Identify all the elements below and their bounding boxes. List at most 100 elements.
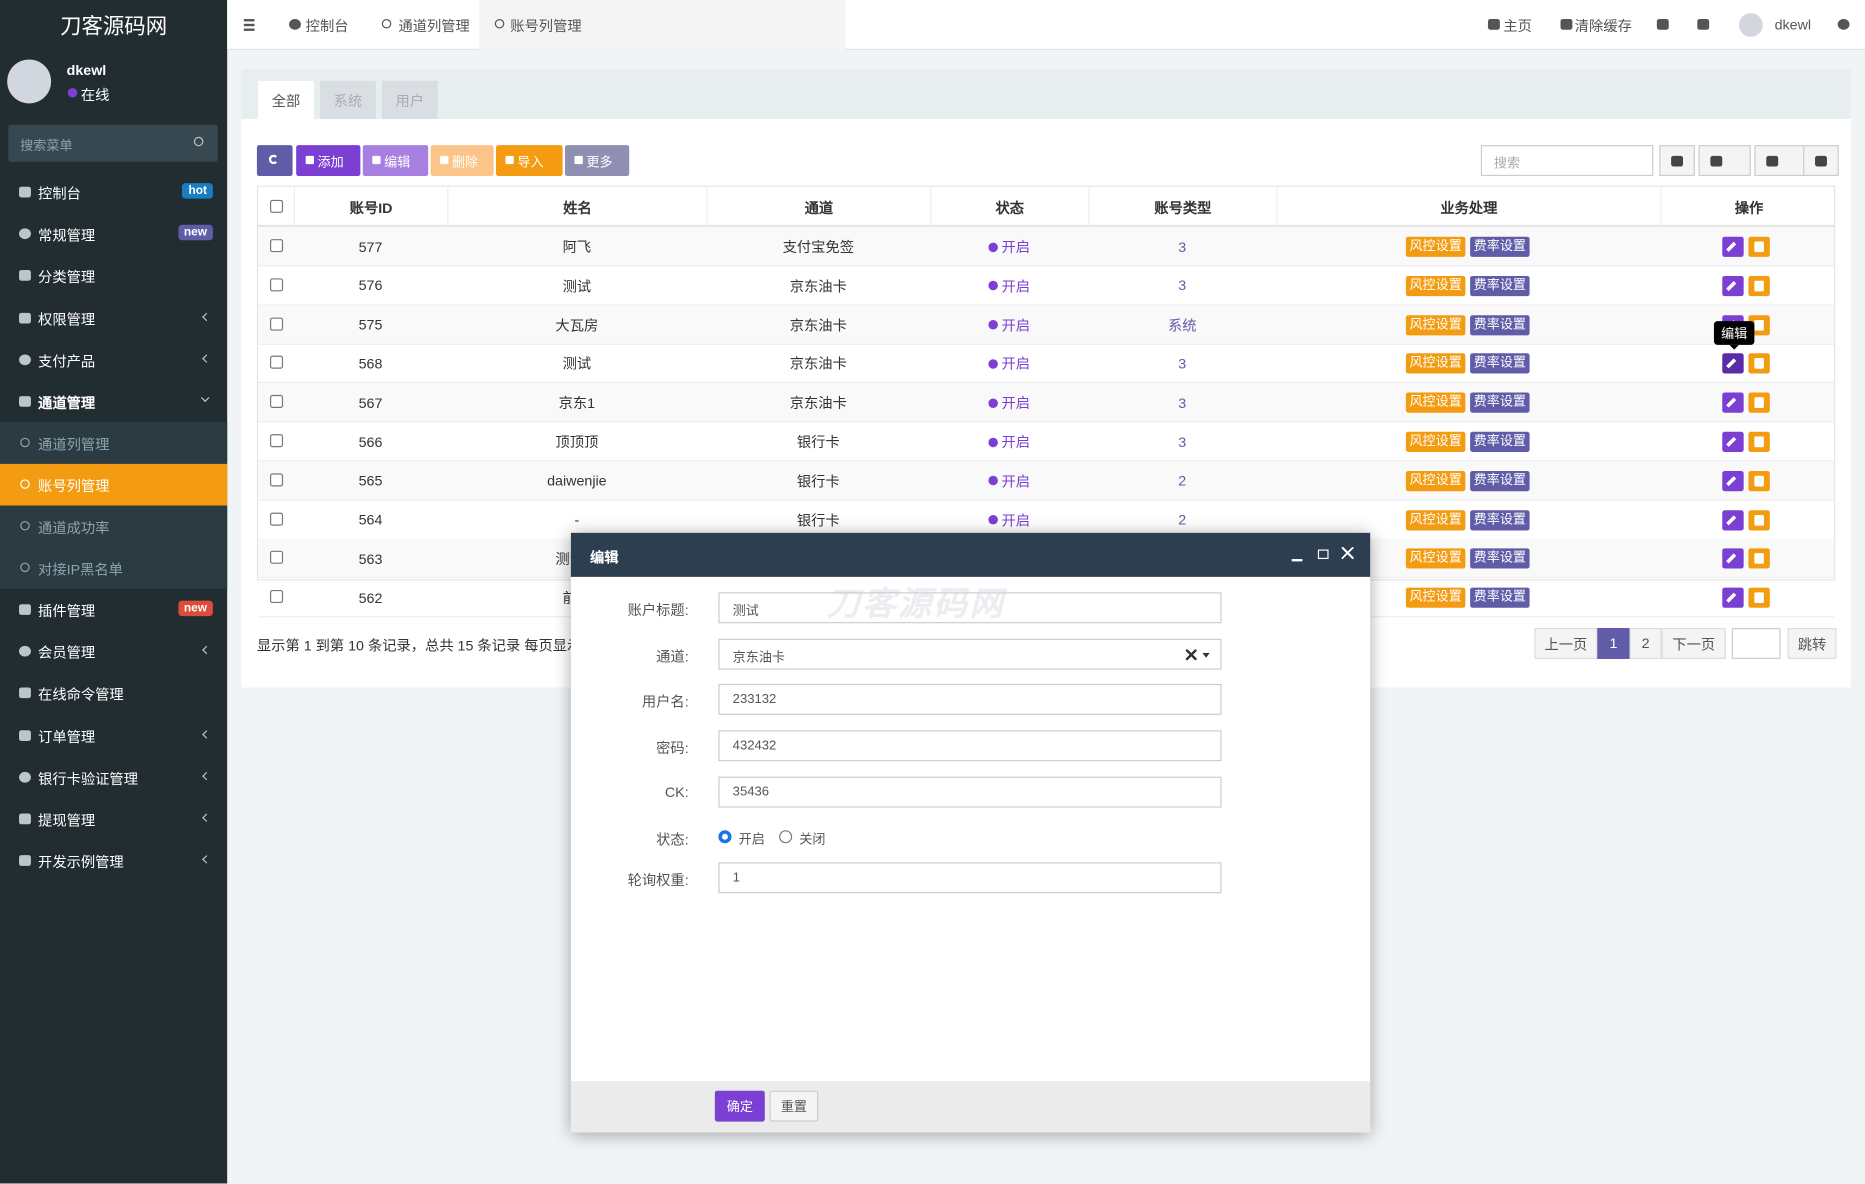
clear-x[interactable] (1185, 649, 1197, 661)
menu-item[interactable]: 支付产品 (0, 339, 227, 381)
submenu-item[interactable]: 通道列管理 (0, 422, 228, 464)
rate-button[interactable]: 费率设置 (1470, 431, 1530, 452)
menu-item[interactable]: 银行卡验证管理 (0, 756, 227, 798)
edit-button[interactable] (1722, 548, 1744, 570)
field-input[interactable]: 1 (718, 862, 1222, 894)
page-button[interactable]: 下一页 (1661, 628, 1726, 659)
tool-button[interactable] (1754, 145, 1812, 177)
page-button[interactable]: 1 (1597, 628, 1630, 659)
risk-button[interactable]: 风控设置 (1405, 236, 1466, 257)
edit-button[interactable] (1722, 236, 1744, 257)
toolbar-button[interactable]: 编辑 (362, 145, 429, 177)
page-button[interactable]: 上一页 (1534, 628, 1598, 659)
close[interactable] (1341, 547, 1354, 560)
rate-button[interactable]: 费率设置 (1470, 587, 1530, 609)
page-button[interactable]: 跳转 (1787, 628, 1837, 659)
edit-button[interactable] (1722, 275, 1744, 296)
delete-button[interactable] (1748, 470, 1770, 491)
risk-button[interactable]: 风控设置 (1405, 587, 1466, 609)
radio[interactable] (779, 830, 793, 844)
risk-button[interactable]: 风控设置 (1405, 314, 1466, 335)
tool-button[interactable] (1803, 145, 1839, 177)
delete-button[interactable] (1748, 392, 1770, 413)
rate-button[interactable]: 费率设置 (1470, 548, 1530, 570)
checkbox[interactable] (269, 317, 284, 331)
checkbox[interactable] (269, 239, 284, 253)
risk-button[interactable]: 风控设置 (1405, 470, 1466, 491)
menu-item[interactable]: 控制台 hot (0, 171, 227, 213)
checkbox[interactable] (269, 356, 284, 370)
edit-button[interactable] (1722, 587, 1744, 609)
edit-button[interactable] (1722, 392, 1744, 413)
risk-button[interactable]: 风控设置 (1405, 392, 1466, 413)
menu-toggle[interactable] (243, 19, 255, 21)
risk-button[interactable]: 风控设置 (1405, 353, 1466, 374)
rate-button[interactable]: 费率设置 (1470, 236, 1530, 257)
checkbox[interactable] (269, 512, 284, 526)
menu-search[interactable]: 搜索菜单 (8, 124, 218, 162)
field-input[interactable]: 432432 (718, 730, 1222, 762)
field-input[interactable]: 35436 (718, 776, 1222, 808)
menu-item[interactable]: 权限管理 (0, 297, 227, 339)
menu-item[interactable]: 提现管理 (0, 798, 227, 840)
checkbox[interactable] (269, 434, 284, 448)
menu-toggle[interactable] (243, 23, 255, 26)
tool-button[interactable] (1698, 145, 1751, 177)
minimize[interactable] (1291, 559, 1303, 561)
page-button[interactable]: 2 (1629, 628, 1662, 659)
submenu-item[interactable]: 对接IP黑名单 (0, 547, 228, 589)
submenu-item[interactable]: 账号列管理 (0, 463, 228, 506)
rate-button[interactable]: 费率设置 (1470, 392, 1530, 413)
delete-button[interactable] (1748, 353, 1770, 374)
risk-button[interactable]: 风控设置 (1405, 509, 1466, 530)
field-input[interactable]: 233132 (718, 683, 1222, 715)
home[interactable]: 主页 (1503, 17, 1532, 35)
menu-item[interactable]: 通道管理 (0, 381, 227, 423)
tool-button[interactable] (1659, 145, 1695, 177)
risk-button[interactable]: 风控设置 (1405, 275, 1466, 296)
filter-tab[interactable]: 用户 (381, 80, 438, 119)
header-tab[interactable]: 控制台 (287, 0, 406, 50)
menu-item[interactable]: 常规管理 new (0, 213, 227, 255)
table-search[interactable]: 搜索 (1480, 145, 1654, 177)
checkbox[interactable] (269, 551, 284, 565)
toolbar-button[interactable]: 删除 (430, 145, 494, 177)
header-user[interactable]: dkewl (1774, 16, 1812, 34)
checkbox[interactable] (269, 199, 284, 213)
reset-button[interactable]: 重置 (769, 1090, 819, 1122)
delete-button[interactable] (1748, 548, 1770, 570)
edit-button[interactable] (1722, 353, 1744, 374)
delete-button[interactable] (1748, 431, 1770, 452)
checkbox[interactable] (269, 278, 284, 292)
risk-button[interactable]: 风控设置 (1405, 548, 1466, 570)
delete-button[interactable] (1748, 236, 1770, 257)
menu-item[interactable]: 插件管理 new (0, 589, 227, 631)
menu-toggle[interactable] (243, 28, 255, 31)
checkbox[interactable] (269, 395, 284, 409)
filter-tab[interactable]: 系统 (319, 80, 376, 119)
submenu-item[interactable]: 通道成功率 (0, 505, 228, 548)
toolbar-button[interactable]: 添加 (296, 145, 361, 177)
edit-button[interactable] (1722, 509, 1744, 530)
rate-button[interactable]: 费率设置 (1470, 353, 1530, 374)
toolbar-button[interactable]: 更多 (564, 145, 630, 177)
menu-item[interactable]: 订单管理 (0, 714, 227, 756)
rate-button[interactable]: 费率设置 (1470, 275, 1530, 296)
filter-tab[interactable]: 全部 (258, 80, 315, 119)
menu-item[interactable]: 会员管理 (0, 631, 227, 673)
header-tab[interactable]: 账号列管理 (479, 0, 846, 50)
delete-button[interactable] (1748, 275, 1770, 296)
clear-cache[interactable]: 清除缓存 (1574, 17, 1632, 35)
checkbox[interactable] (269, 473, 284, 487)
confirm-button[interactable]: 确定 (714, 1090, 765, 1122)
rate-button[interactable]: 费率设置 (1470, 314, 1530, 335)
header-tab[interactable]: 通道列管理 (379, 0, 617, 50)
toolbar-button[interactable]: 导入 (495, 145, 563, 177)
rate-button[interactable]: 费率设置 (1470, 509, 1530, 530)
delete-button[interactable] (1748, 587, 1770, 609)
delete-button[interactable] (1748, 509, 1770, 530)
checkbox[interactable] (269, 590, 284, 604)
radio[interactable] (718, 830, 732, 844)
edit-button[interactable] (1722, 431, 1744, 452)
field-input[interactable]: 测试 (718, 592, 1222, 624)
